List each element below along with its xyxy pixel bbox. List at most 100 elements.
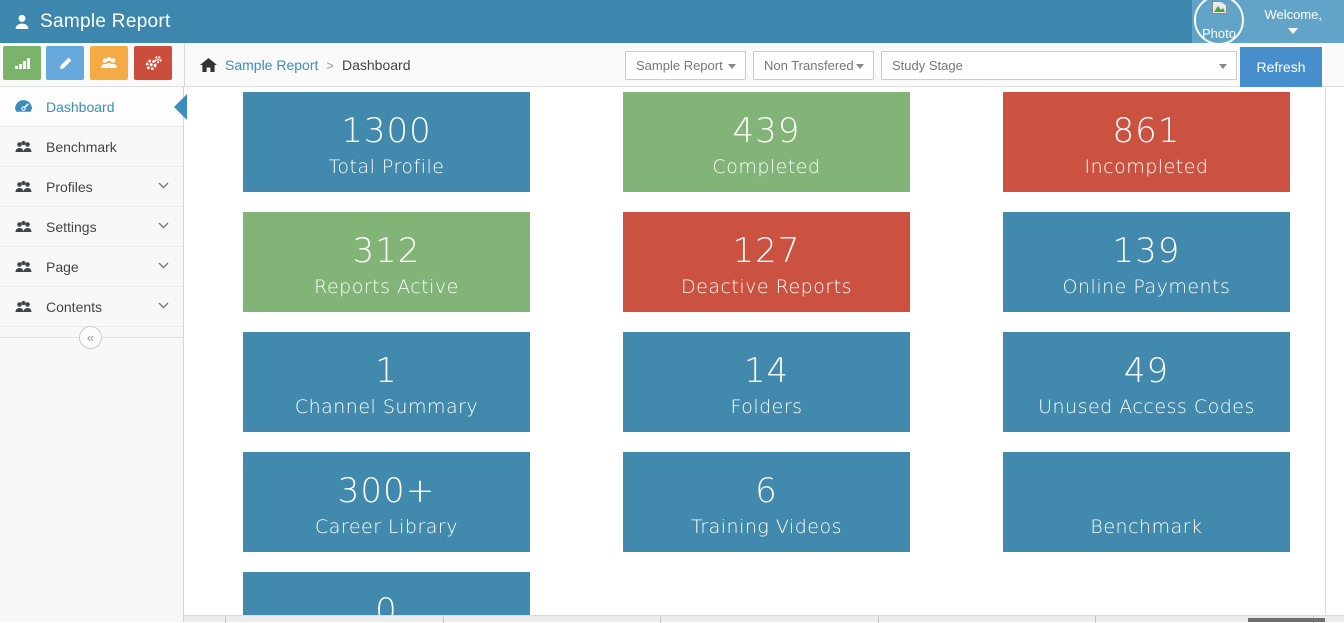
stat-value: 439 — [733, 92, 801, 150]
stat-label: Training Videos — [691, 510, 842, 544]
stats-quick-button[interactable] — [3, 46, 41, 80]
study-stage-select[interactable]: Study Stage — [881, 51, 1237, 80]
users-quick-button[interactable] — [90, 46, 128, 80]
dashboard-content: 1300 Total Profile 439 Completed 861 Inc… — [185, 87, 1326, 615]
sidebar-item-dashboard[interactable]: Dashboard — [0, 87, 183, 127]
stat-value: 1300 — [341, 92, 432, 150]
users-group-icon — [14, 180, 33, 194]
app-title: Sample Report — [40, 11, 171, 33]
user-menu[interactable]: Photo Welcome, — [1192, 0, 1344, 43]
sidebar-item-label: Contents — [46, 299, 102, 315]
study-stage-select-value: Study Stage — [892, 58, 963, 73]
transfer-select[interactable]: Non Transfered — [753, 51, 874, 80]
breadcrumb-root-link[interactable]: Sample Report — [225, 57, 318, 73]
sidebar-item-page[interactable]: Page — [0, 247, 183, 287]
sidebar-item-profiles[interactable]: Profiles — [0, 167, 183, 207]
sidebar-item-label: Settings — [46, 219, 97, 235]
sidebar: Dashboard Benchmark Profiles — [0, 87, 184, 622]
sidebar-item-label: Profiles — [46, 179, 93, 195]
breadcrumb-current: Dashboard — [342, 57, 411, 73]
settings-quick-button[interactable] — [134, 46, 172, 80]
stat-tile-grid: 1300 Total Profile 439 Completed 861 Inc… — [185, 87, 1325, 615]
stat-label: Incompleted — [1085, 150, 1209, 184]
dashboard-gauge-icon — [14, 98, 33, 115]
next-section-edge — [184, 615, 1344, 622]
user-icon — [13, 13, 31, 31]
stat-label: Benchmark — [1090, 510, 1202, 544]
tile-completed[interactable]: 439 Completed — [623, 92, 910, 192]
users-group-icon — [14, 260, 33, 274]
tile-partial-bottom[interactable]: 0 — [243, 572, 530, 615]
breadcrumb-separator: > — [326, 58, 334, 73]
bar-chart-icon — [14, 57, 31, 69]
stat-label: Reports Active — [314, 270, 459, 304]
tile-incompleted[interactable]: 861 Incompleted — [1003, 92, 1290, 192]
edit-quick-button[interactable] — [46, 46, 84, 80]
tile-online-payments[interactable]: 139 Online Payments — [1003, 212, 1290, 312]
top-navbar: Sample Report Photo Welcome, — [0, 0, 1344, 43]
stat-value: 300+ — [338, 452, 435, 510]
broken-image-icon — [1212, 0, 1227, 14]
chevron-down-icon — [1288, 28, 1298, 34]
tile-deactive-reports[interactable]: 127 Deactive Reports — [623, 212, 910, 312]
transfer-select-value: Non Transfered — [764, 58, 854, 73]
users-group-icon — [14, 140, 33, 154]
tile-training-videos[interactable]: 6 Training Videos — [623, 452, 910, 552]
stat-value: 861 — [1113, 92, 1181, 150]
stat-label: Career Library — [315, 510, 458, 544]
tile-reports-active[interactable]: 312 Reports Active — [243, 212, 530, 312]
caret-down-icon — [1219, 64, 1227, 69]
stat-value: 49 — [1124, 332, 1169, 390]
toolbar-divider — [184, 43, 185, 87]
stat-value: 127 — [733, 212, 801, 270]
caret-down-icon — [856, 64, 864, 69]
stat-label: Folders — [730, 390, 802, 424]
report-select[interactable]: Sample Report — [625, 51, 746, 80]
sidebar-item-benchmark[interactable]: Benchmark — [0, 127, 183, 167]
pencil-icon — [58, 56, 73, 71]
sidebar-item-label: Page — [46, 259, 79, 275]
sidebar-item-label: Benchmark — [46, 139, 117, 155]
tile-unused-access-codes[interactable]: 49 Unused Access Codes — [1003, 332, 1290, 432]
stat-label: Total Profile — [329, 150, 445, 184]
tile-channel-summary[interactable]: 1 Channel Summary — [243, 332, 530, 432]
sidebar-item-settings[interactable]: Settings — [0, 207, 183, 247]
users-group-icon — [14, 300, 33, 314]
tile-career-library[interactable]: 300+ Career Library — [243, 452, 530, 552]
stat-value: 0 — [375, 572, 398, 615]
tile-folders[interactable]: 14 Folders — [623, 332, 910, 432]
stat-label: Deactive Reports — [681, 270, 852, 304]
stat-label: Unused Access Codes — [1038, 390, 1255, 424]
report-select-value: Sample Report — [636, 58, 723, 73]
users-group-icon — [14, 220, 33, 234]
stat-value: 14 — [744, 332, 789, 390]
home-icon[interactable] — [200, 58, 217, 73]
stat-label: Online Payments — [1063, 270, 1231, 304]
sidebar-item-contents[interactable]: Contents — [0, 287, 183, 327]
toolbar: Sample Report > Dashboard Sample Report … — [0, 43, 1344, 87]
chevron-down-icon — [158, 302, 169, 309]
tile-total-profile[interactable]: 1300 Total Profile — [243, 92, 530, 192]
sidebar-collapse-button[interactable]: « — [79, 326, 102, 349]
stat-label: Channel Summary — [295, 390, 478, 424]
welcome-label: Welcome, — [1264, 7, 1322, 22]
avatar-alt-text: Photo — [1202, 26, 1236, 41]
double-chevron-left-icon: « — [87, 330, 94, 345]
chevron-down-icon — [158, 182, 169, 189]
app-brand: Sample Report — [13, 0, 171, 43]
caret-down-icon — [728, 64, 736, 69]
cogs-icon — [145, 56, 162, 71]
horizontal-scrollbar-thumb[interactable] — [1248, 618, 1325, 622]
breadcrumb: Sample Report > Dashboard — [200, 43, 410, 87]
chevron-down-icon — [158, 222, 169, 229]
stat-label: Completed — [712, 150, 820, 184]
avatar[interactable]: Photo — [1194, 0, 1244, 45]
active-item-arrow — [174, 94, 187, 120]
chevron-down-icon — [158, 262, 169, 269]
stat-value: 312 — [353, 212, 421, 270]
sidebar-item-label: Dashboard — [46, 99, 115, 115]
stat-value: 1 — [375, 332, 398, 390]
refresh-button[interactable]: Refresh — [1240, 47, 1322, 87]
tile-benchmark[interactable]: Benchmark — [1003, 452, 1290, 552]
stat-value: 6 — [755, 452, 778, 510]
